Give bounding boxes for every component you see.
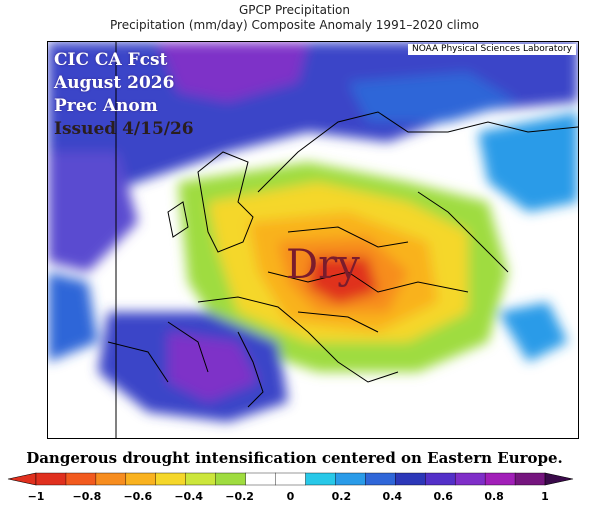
map-panel: NOAA Physical Sciences Laboratory CIC CA… — [47, 41, 579, 439]
colorbar-arrow-high — [544, 472, 574, 486]
caption: Dangerous drought intensification center… — [26, 449, 563, 467]
colorbar-tick-label: −0.4 — [174, 490, 203, 503]
colorbar-tick-label: 0.2 — [332, 490, 352, 503]
dry-label: Dry — [286, 242, 360, 288]
source-label: NOAA Physical Sciences Laboratory — [407, 44, 576, 55]
colorbar-swatch — [484, 472, 516, 486]
colorbar-swatch — [425, 472, 456, 486]
colorbar-swatch — [155, 472, 187, 486]
colorbar-tick-label: 0.4 — [383, 490, 403, 503]
forecast-title-line4: Issued 4/15/26 — [54, 119, 194, 139]
colorbar-swatch — [335, 472, 366, 486]
colorbar-swatch — [395, 472, 426, 486]
colorbar-tick-label: 0.8 — [484, 490, 504, 503]
colorbar-swatch — [305, 472, 336, 486]
chart-subtitle: Precipitation (mm/day) Composite Anomaly… — [110, 18, 479, 32]
anomaly-field — [48, 42, 578, 422]
colorbar-tick-label: −1 — [28, 490, 45, 503]
forecast-title-line2: August 2026 — [54, 73, 175, 93]
colorbar-arrow-low — [7, 472, 37, 486]
colorbar-tick-label: −0.6 — [123, 490, 152, 503]
colorbar-swatch — [125, 472, 157, 486]
colorbar-swatch — [95, 472, 127, 486]
anomaly-map — [48, 42, 578, 438]
colorbar: −1 −0.8 −0.6 −0.4 −0.2 0 0.2 0.4 0.6 0.8 1 — [7, 472, 574, 503]
coastlines — [107, 111, 578, 408]
forecast-title-line3: Prec Anom — [54, 96, 158, 116]
colorbar-tick-label: 0 — [287, 490, 295, 503]
colorbar-tick-label: 1 — [541, 490, 549, 503]
colorbar-swatch — [185, 472, 217, 486]
colorbar-swatch — [35, 472, 67, 486]
colorbar-tick-label: −0.2 — [225, 490, 254, 503]
colorbar-tick-label: −0.8 — [73, 490, 102, 503]
colorbar-swatch — [365, 472, 396, 486]
colorbar-swatch — [514, 472, 546, 486]
colorbar-swatch — [215, 472, 247, 486]
colorbar-swatch — [454, 472, 486, 486]
colorbar-tick-label: 0.6 — [433, 490, 453, 503]
colorbar-swatch — [65, 472, 97, 486]
forecast-title-line1: CIC CA Fcst — [54, 50, 168, 70]
chart-title: GPCP Precipitation — [239, 3, 350, 17]
colorbar-swatch — [245, 472, 277, 486]
colorbar-swatch — [275, 472, 306, 486]
